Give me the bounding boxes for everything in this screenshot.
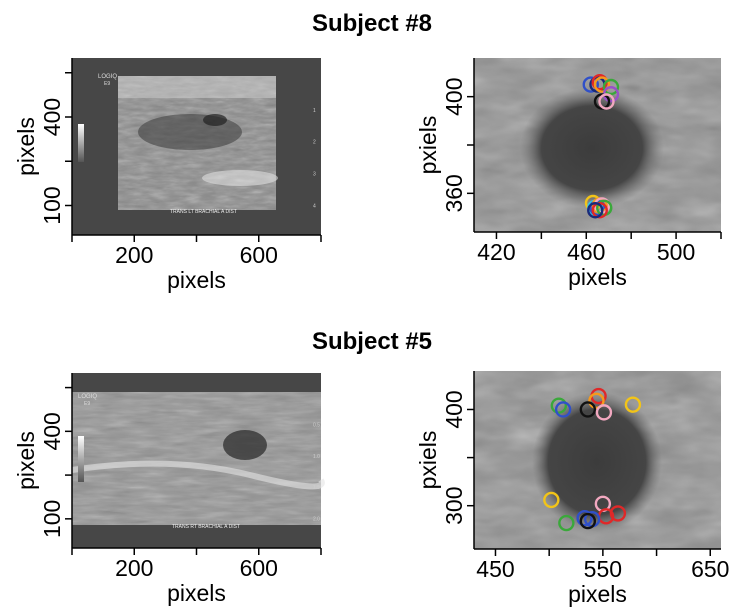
x-axis-label: pixels (568, 581, 627, 607)
data-point (543, 491, 560, 509)
x-axis-label: pixels (568, 264, 627, 290)
logo-text: LOGIQ (98, 74, 117, 80)
y-axis-label: pxiels (415, 116, 441, 175)
y-tick-label: 400 (441, 390, 467, 428)
data-point (602, 78, 620, 96)
image-caption: TRANS RT BRACHIAL A DIST (172, 524, 240, 530)
depth-tick-label: 0.5 (313, 422, 320, 428)
data-point (588, 392, 605, 410)
depth-tick-label: 2 (313, 140, 316, 146)
x-tick-label: 420 (477, 239, 515, 265)
ultrasound-scan (118, 76, 278, 210)
data-point (598, 93, 615, 110)
title-subject-8: Subject #8 (311, 10, 433, 37)
depth-tick-label: 2.0 (313, 517, 320, 523)
x-axis-label: pixels (167, 580, 226, 606)
logo-text: LOGIQ (78, 394, 97, 400)
data-point (595, 404, 613, 421)
data-point (587, 202, 604, 219)
x-tick-label: 450 (476, 556, 514, 582)
x-tick-label: 600 (240, 555, 278, 581)
depth-tick-label: 1.5 (313, 485, 320, 491)
y-axis-label: pixels (13, 117, 39, 176)
depth-tick-label: 1.0 (313, 454, 320, 460)
data-point (582, 76, 599, 93)
y-tick-label: 400 (441, 77, 467, 115)
gray-scale-bar (78, 436, 84, 482)
x-tick-label: 550 (584, 556, 622, 582)
x-tick-label: 200 (115, 242, 153, 268)
y-axis-label: pixels (13, 431, 39, 490)
y-tick-label: 400 (39, 98, 65, 136)
ultrasound-scan (71, 392, 325, 525)
title-subject-5: Subject #5 (311, 328, 433, 355)
logo-sub: E9 (84, 401, 90, 407)
y-tick-label: 100 (39, 500, 65, 538)
logo-sub: E9 (104, 81, 110, 87)
x-tick-label: 650 (691, 556, 729, 582)
x-tick-label: 600 (240, 242, 278, 268)
depth-tick-label: 3 (313, 172, 316, 178)
data-point (558, 514, 575, 532)
data-point (609, 505, 627, 522)
y-tick-label: 100 (39, 186, 65, 224)
x-tick-label: 460 (567, 239, 605, 265)
data-point (550, 397, 568, 414)
depth-tick-label: 4 (313, 203, 316, 209)
y-tick-label: 300 (441, 487, 467, 525)
y-tick-label: 400 (39, 412, 65, 450)
data-point (593, 76, 611, 93)
gray-scale-bar (78, 124, 84, 162)
y-tick-label: 360 (441, 174, 467, 212)
data-point (576, 510, 593, 527)
data-point (591, 202, 608, 219)
data-point (624, 396, 642, 413)
x-tick-label: 200 (115, 555, 153, 581)
y-axis-label: pxiels (415, 431, 441, 490)
data-point (579, 401, 597, 418)
data-point (554, 401, 572, 418)
data-point (593, 93, 611, 110)
zoomed-ultrasound (474, 371, 721, 549)
x-axis-label: pixels (167, 267, 226, 293)
depth-tick-label: 1 (313, 108, 316, 114)
x-tick-label: 500 (657, 239, 695, 265)
data-point (579, 512, 597, 530)
image-caption: TRANS LT BRACHIAL A DIST (170, 209, 237, 215)
